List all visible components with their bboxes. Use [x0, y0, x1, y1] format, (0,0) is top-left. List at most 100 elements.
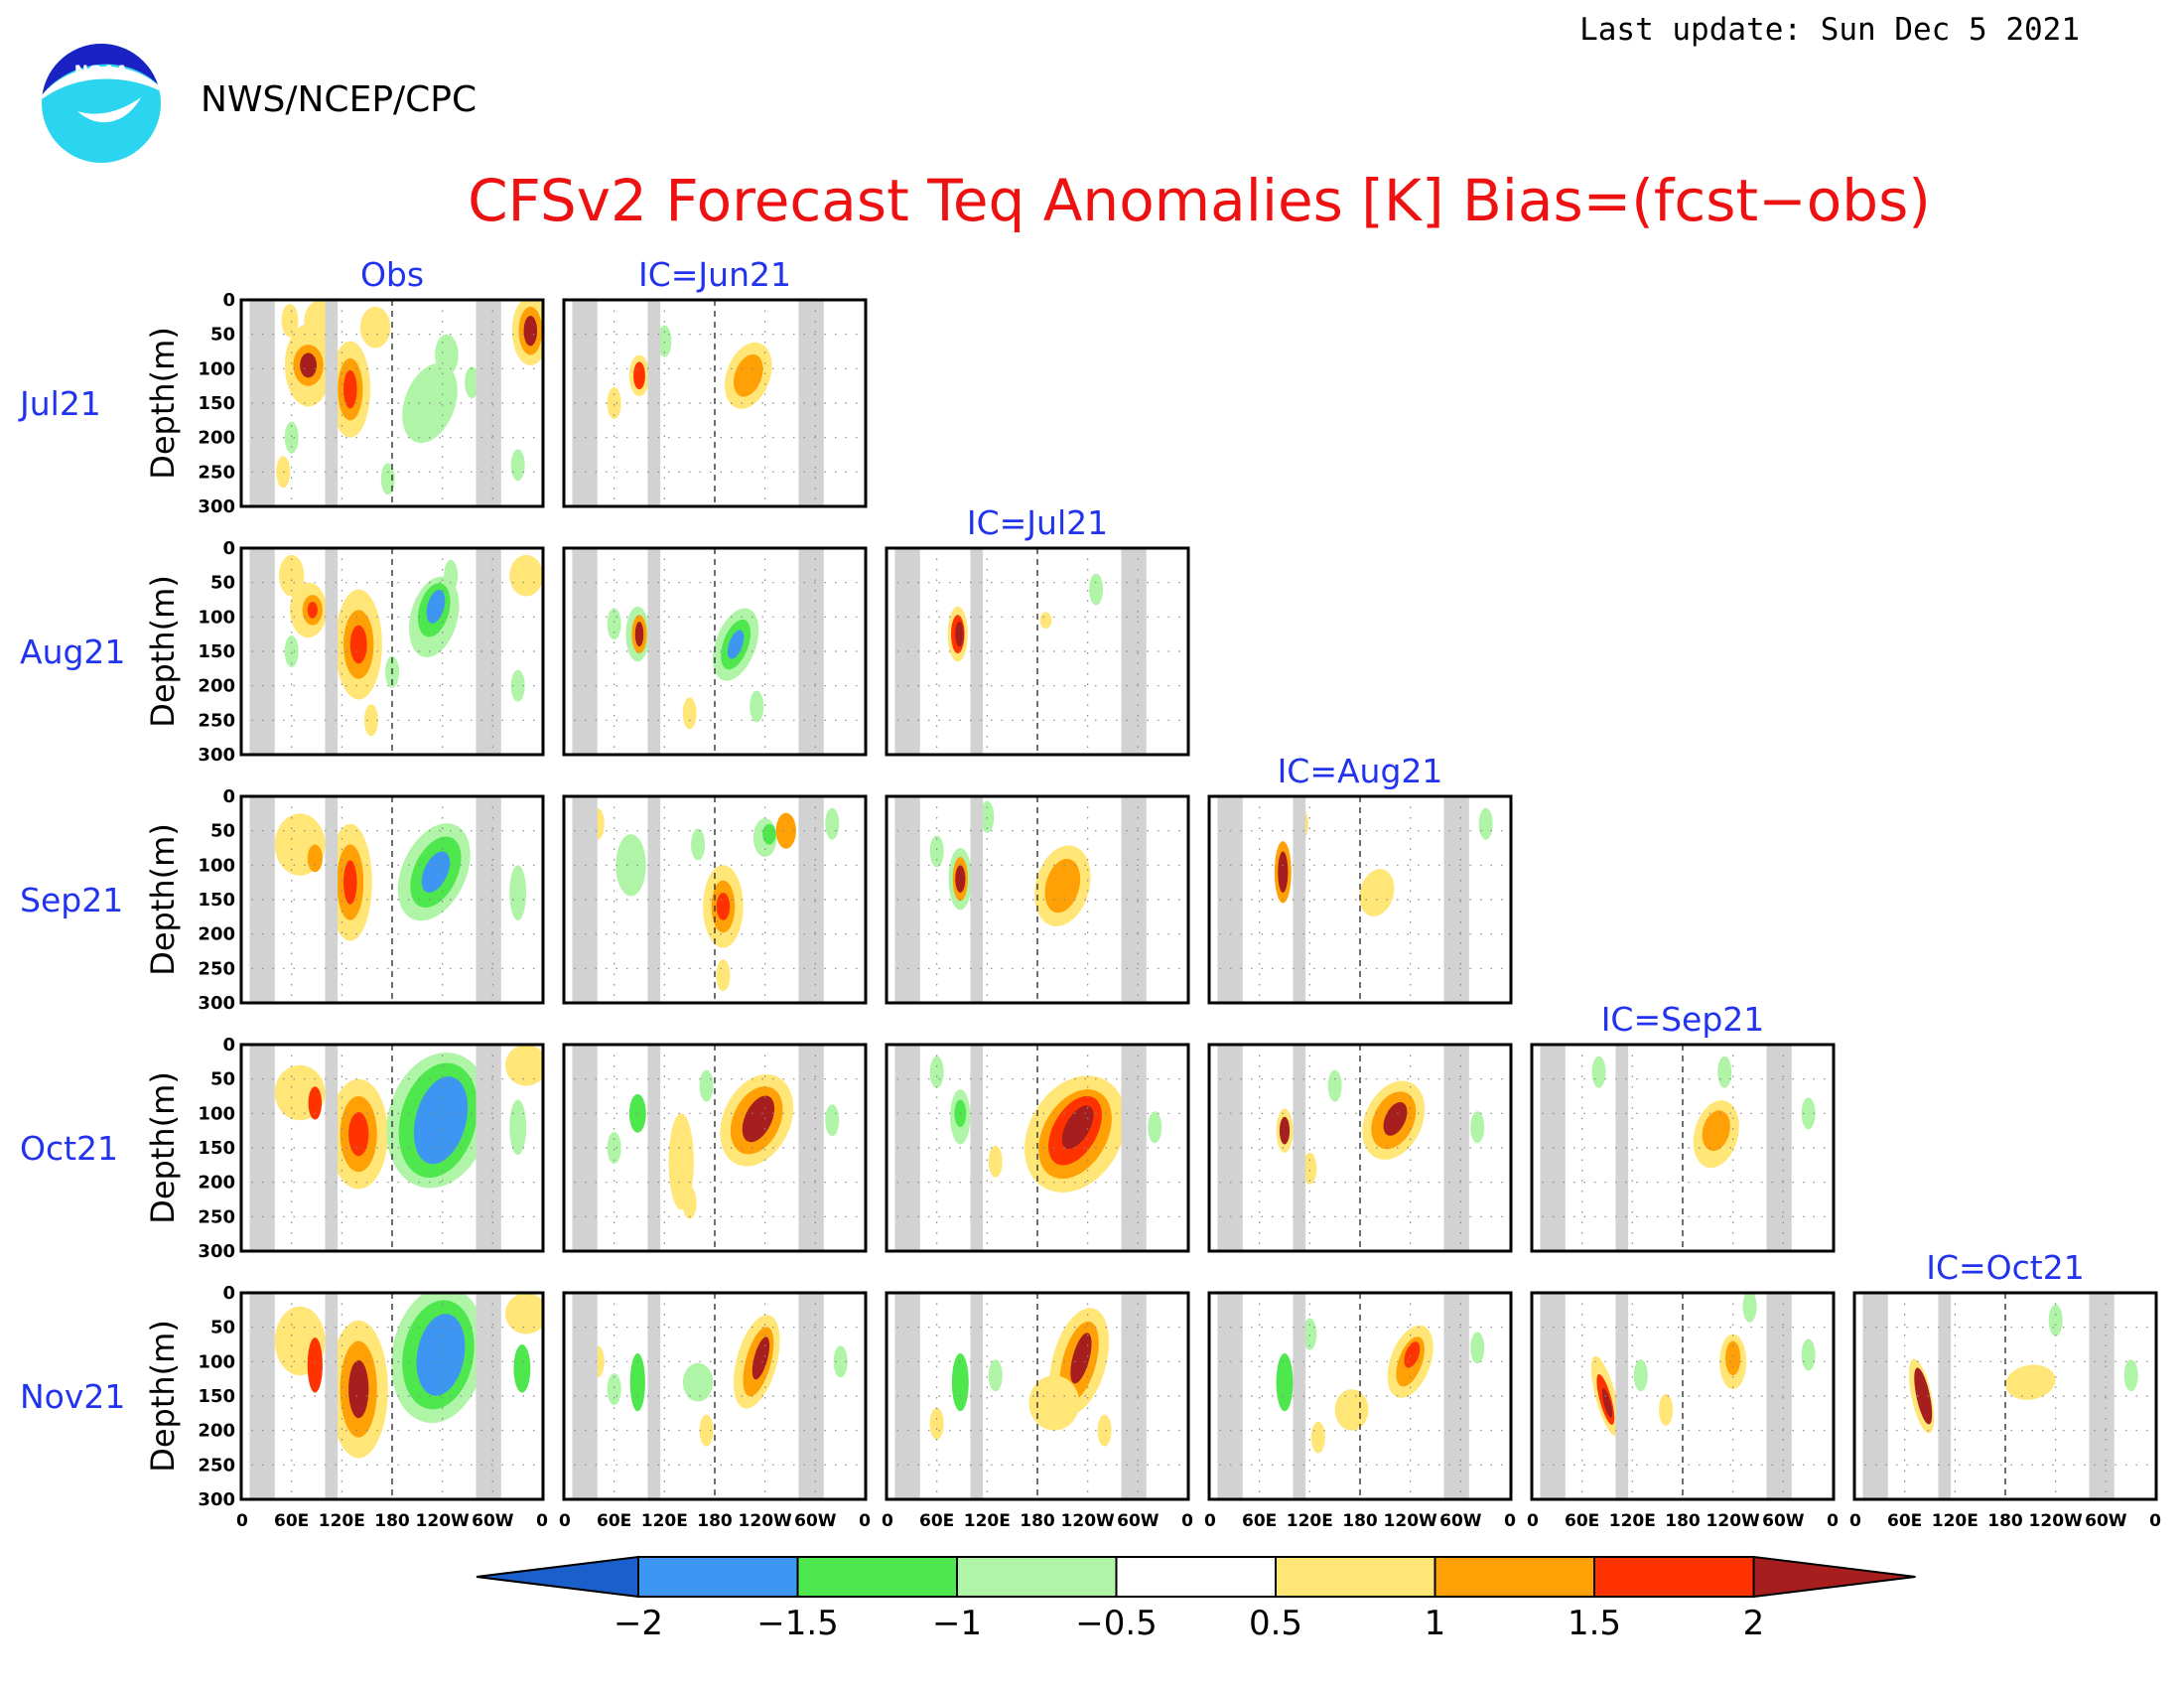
panel-frame — [1852, 1291, 2158, 1501]
anomaly-contour — [1742, 1293, 1757, 1323]
anomaly-contour — [343, 860, 357, 905]
y-tick-label: 150 — [198, 890, 235, 911]
x-tick-label: 60E — [274, 1511, 309, 1531]
anomaly-contour — [284, 635, 299, 667]
row-label: Nov21 — [20, 1377, 125, 1416]
anomaly-contour — [607, 387, 621, 419]
y-tick-label: 300 — [198, 1241, 235, 1262]
x-tick-label: 60W — [794, 1511, 837, 1531]
y-tick-label: 300 — [198, 745, 235, 766]
anomaly-contour — [1478, 807, 1493, 840]
colorbar-segment — [956, 1556, 1118, 1598]
land-mask — [476, 1045, 501, 1251]
anomaly-contour — [1659, 1393, 1674, 1426]
anomaly-contour — [279, 554, 305, 597]
x-tick-label: 0 — [1504, 1511, 1516, 1531]
colorbar: −2 −1.5 −1 −0.5 0.5 1 1.5 2 — [476, 1555, 1916, 1643]
row-label: Aug21 — [20, 633, 125, 671]
anomaly-contour — [682, 1362, 714, 1402]
y-tick-label: 150 — [198, 641, 235, 662]
x-tick-label: 120E — [1932, 1511, 1979, 1531]
anomaly-contour — [1633, 1359, 1648, 1392]
x-tick-label: 120E — [964, 1511, 1011, 1531]
panel-frame — [1207, 794, 1513, 1005]
land-mask — [325, 1293, 339, 1499]
colorbar-segment — [1752, 1555, 1916, 1599]
anomaly-contour — [426, 590, 446, 624]
y-axis-label: Depth(m) — [144, 823, 182, 976]
anomaly-contour — [300, 352, 317, 378]
anomaly-contour — [348, 1111, 369, 1157]
anomaly-contour — [988, 1145, 1003, 1178]
panel-4_3 — [1207, 1291, 1513, 1501]
y-tick-label: 250 — [198, 1206, 235, 1227]
y-tick-label: 300 — [198, 993, 235, 1014]
colorbar-label: −1 — [932, 1604, 982, 1643]
colorbar-segment — [476, 1555, 639, 1599]
anomaly-contour — [699, 1414, 714, 1447]
land-mask — [1121, 548, 1147, 755]
land-mask — [1766, 1045, 1792, 1251]
anomaly-contour — [307, 1337, 323, 1393]
anomaly-contour — [716, 893, 731, 920]
x-tick-label: 0 — [236, 1511, 248, 1531]
x-tick-label: 180 — [1665, 1511, 1701, 1531]
anomaly-contour — [1061, 1105, 1094, 1150]
y-tick-label: 300 — [198, 1489, 235, 1510]
panel-1_0 — [239, 546, 545, 757]
x-tick-label: 60W — [1762, 1511, 1805, 1531]
anomaly-contour — [510, 449, 525, 482]
anomaly-contour — [1097, 1414, 1112, 1447]
anomaly-contour — [284, 421, 299, 454]
land-mask — [1293, 1293, 1306, 1499]
panel-frame — [562, 546, 868, 757]
anomaly-contour — [716, 959, 731, 992]
colorbar-segment — [1275, 1556, 1436, 1598]
x-tick-label: 0 — [859, 1511, 871, 1531]
anomaly-contour — [607, 1373, 621, 1406]
land-mask — [476, 796, 501, 1003]
panel-frame — [239, 1291, 545, 1501]
land-mask — [1293, 1045, 1306, 1251]
x-tick-label: 120W — [1384, 1511, 1437, 1531]
anomaly-contour — [1702, 1110, 1730, 1152]
y-tick-label: 250 — [198, 710, 235, 731]
anomaly-contour — [416, 1314, 466, 1396]
panel-3_0 — [239, 1043, 545, 1253]
land-mask — [1938, 1293, 1952, 1499]
land-mask — [1121, 1293, 1147, 1499]
colorbar-segment — [1593, 1556, 1755, 1598]
panel-frame — [239, 794, 545, 1005]
column-label: IC=Jun21 — [638, 255, 791, 294]
noaa-logo-icon: NOAA — [42, 44, 161, 163]
land-mask — [798, 796, 824, 1003]
panel-frame — [562, 298, 868, 508]
land-mask — [647, 796, 661, 1003]
anomaly-contour — [509, 865, 527, 920]
anomaly-contour — [509, 1099, 527, 1155]
panel-2_2 — [885, 794, 1190, 1005]
x-tick-label: 0 — [1181, 1511, 1193, 1531]
anomaly-contour — [833, 1345, 848, 1378]
x-tick-label: 120W — [1706, 1511, 1760, 1531]
anomaly-contour — [615, 834, 646, 897]
organization-label: NWS/NCEP/CPC — [201, 79, 477, 120]
panel-2_1 — [562, 794, 868, 1005]
y-tick-label: 50 — [210, 1069, 235, 1090]
anomaly-contour — [359, 306, 391, 349]
anomaly-contour — [380, 463, 395, 495]
land-mask — [476, 1293, 501, 1499]
anomaly-contour — [2048, 1304, 2063, 1336]
anomaly-contour — [682, 697, 697, 730]
anomaly-contour — [951, 1353, 969, 1412]
x-tick-label: 120W — [1061, 1511, 1115, 1531]
land-mask — [2089, 1293, 2115, 1499]
anomaly-contour — [510, 669, 525, 702]
anomaly-contour — [607, 1132, 621, 1164]
anomaly-contour — [733, 353, 763, 397]
panel-frame — [885, 794, 1190, 1005]
x-tick-label: 60E — [1887, 1511, 1922, 1531]
anomaly-contour — [1470, 1332, 1485, 1364]
panel-4_1 — [562, 1291, 868, 1501]
anomaly-contour — [1089, 573, 1104, 606]
